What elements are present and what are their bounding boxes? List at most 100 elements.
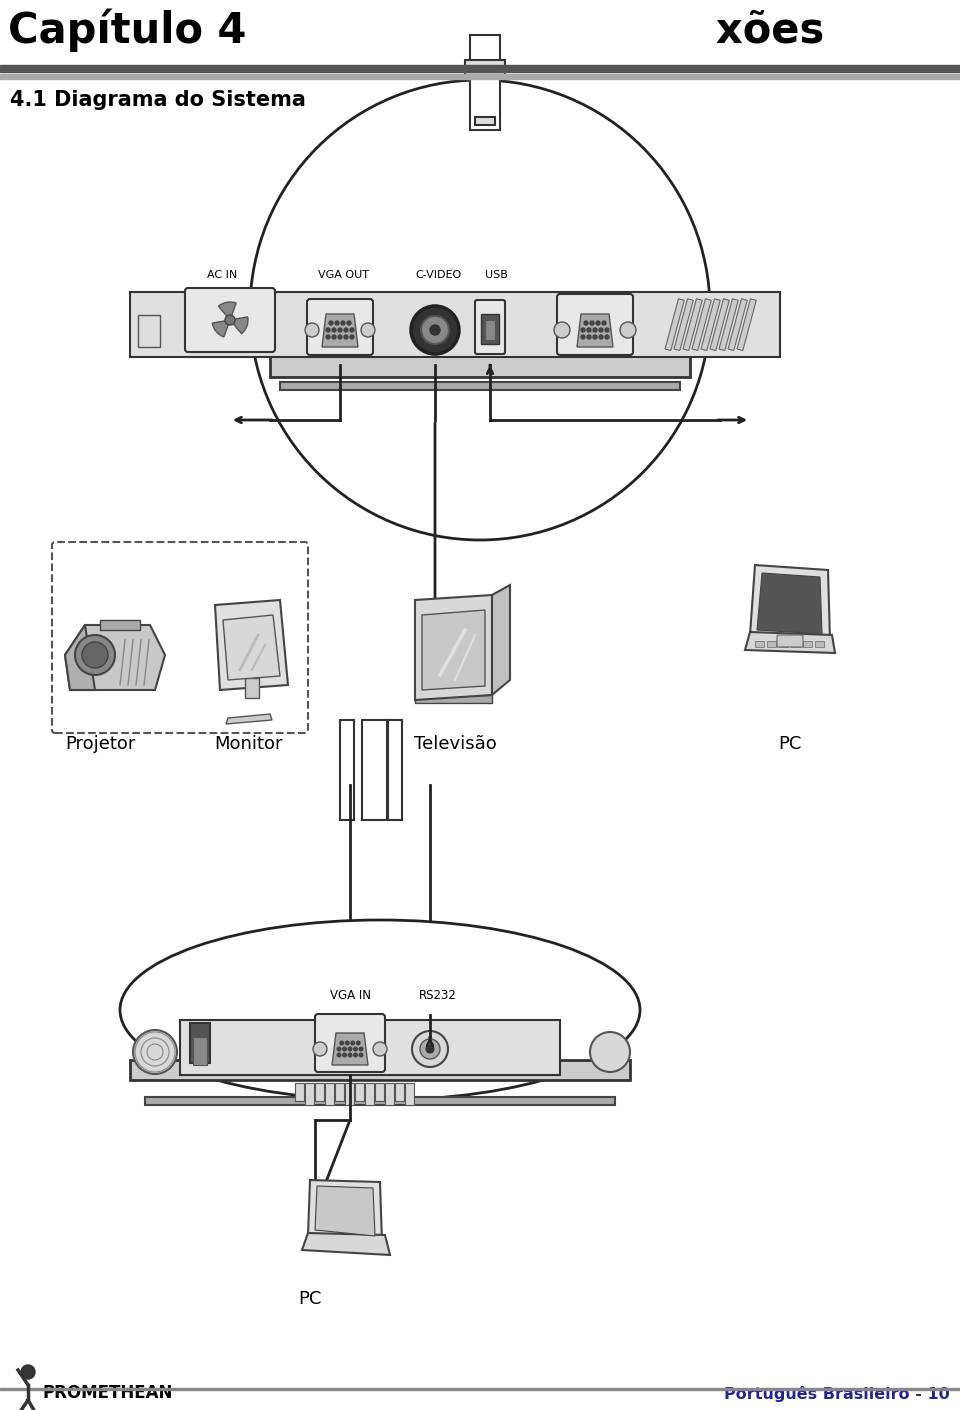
FancyBboxPatch shape: [185, 288, 275, 352]
Bar: [315, 1083, 324, 1101]
Circle shape: [620, 321, 636, 338]
Circle shape: [587, 329, 591, 331]
Bar: [674, 299, 693, 351]
FancyBboxPatch shape: [315, 1014, 385, 1072]
Text: USB: USB: [485, 269, 508, 281]
Bar: [803, 642, 812, 647]
Bar: [365, 1083, 374, 1105]
Polygon shape: [332, 1034, 368, 1065]
Wedge shape: [219, 302, 236, 320]
Bar: [737, 299, 756, 351]
Bar: [305, 1083, 314, 1105]
Circle shape: [599, 336, 603, 338]
Bar: [767, 642, 776, 647]
Circle shape: [605, 329, 609, 331]
Polygon shape: [745, 632, 835, 653]
Polygon shape: [308, 1180, 382, 1242]
Circle shape: [350, 329, 354, 331]
Polygon shape: [226, 713, 272, 723]
Bar: [180, 1019, 560, 1074]
Wedge shape: [230, 317, 248, 334]
Circle shape: [82, 642, 108, 668]
FancyBboxPatch shape: [307, 299, 373, 355]
Bar: [683, 299, 703, 351]
Circle shape: [348, 1048, 351, 1050]
Circle shape: [581, 329, 585, 331]
Bar: [335, 1083, 344, 1101]
Polygon shape: [215, 601, 288, 689]
Bar: [340, 721, 354, 821]
Circle shape: [587, 336, 591, 338]
Bar: [190, 1024, 210, 1063]
Circle shape: [593, 329, 597, 331]
Text: Televisão: Televisão: [414, 735, 496, 753]
Bar: [485, 320, 495, 340]
Bar: [719, 299, 738, 351]
Text: Capítulo 4  Instalações e Conexões: Capítulo 4 Instalações e Conexões: [8, 8, 825, 52]
Bar: [728, 299, 747, 351]
Bar: [0, 73, 960, 79]
Bar: [481, 314, 499, 344]
Circle shape: [225, 314, 235, 324]
FancyBboxPatch shape: [475, 300, 505, 354]
Bar: [193, 1036, 207, 1065]
Text: PC: PC: [779, 735, 802, 753]
Circle shape: [584, 321, 588, 324]
Circle shape: [353, 1053, 357, 1058]
Circle shape: [590, 321, 594, 324]
Text: VGA IN: VGA IN: [329, 988, 371, 1003]
Bar: [665, 299, 684, 351]
Bar: [295, 1083, 304, 1101]
Circle shape: [359, 1053, 363, 1058]
Circle shape: [335, 321, 339, 324]
Circle shape: [373, 1042, 387, 1056]
Bar: [245, 678, 259, 698]
Circle shape: [581, 336, 585, 338]
Polygon shape: [315, 1186, 375, 1237]
Bar: [465, 61, 505, 75]
Polygon shape: [415, 595, 492, 699]
Circle shape: [337, 1053, 341, 1058]
Circle shape: [326, 329, 330, 331]
Bar: [355, 1083, 364, 1101]
Polygon shape: [577, 314, 613, 347]
Bar: [415, 695, 492, 704]
Circle shape: [313, 1042, 327, 1056]
Circle shape: [332, 329, 336, 331]
Text: Projetor: Projetor: [65, 735, 135, 753]
Wedge shape: [212, 320, 230, 337]
Bar: [138, 314, 160, 347]
Text: VGA OUT: VGA OUT: [319, 269, 370, 281]
Bar: [692, 299, 711, 351]
Circle shape: [411, 306, 459, 354]
Circle shape: [344, 329, 348, 331]
Text: 4.1 Diagrama do Sistema: 4.1 Diagrama do Sistema: [10, 90, 306, 110]
Circle shape: [421, 316, 449, 344]
Polygon shape: [322, 314, 358, 347]
Text: C-VIDEO: C-VIDEO: [415, 269, 461, 281]
Circle shape: [343, 1048, 347, 1050]
Circle shape: [344, 336, 348, 338]
Polygon shape: [492, 585, 510, 695]
Circle shape: [343, 1053, 347, 1058]
Bar: [388, 721, 402, 821]
Bar: [815, 642, 824, 647]
Circle shape: [412, 1031, 448, 1067]
Circle shape: [21, 1365, 35, 1379]
Bar: [345, 1083, 354, 1105]
Circle shape: [605, 336, 609, 338]
Ellipse shape: [120, 919, 640, 1100]
Circle shape: [348, 1053, 351, 1058]
FancyBboxPatch shape: [777, 634, 803, 647]
Bar: [395, 1083, 404, 1101]
Bar: [710, 299, 730, 351]
Bar: [280, 382, 680, 391]
Circle shape: [340, 1041, 344, 1045]
Circle shape: [596, 321, 600, 324]
FancyBboxPatch shape: [557, 295, 633, 355]
Circle shape: [420, 1039, 440, 1059]
Bar: [325, 1083, 334, 1105]
Circle shape: [338, 329, 342, 331]
Bar: [270, 350, 690, 376]
Bar: [130, 292, 780, 357]
